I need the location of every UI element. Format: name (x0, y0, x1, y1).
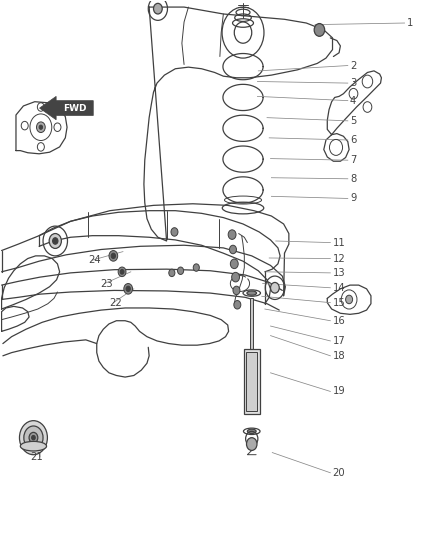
Circle shape (126, 286, 131, 292)
Circle shape (346, 295, 353, 304)
Text: 14: 14 (332, 283, 345, 293)
Ellipse shape (20, 441, 46, 451)
Text: FWD: FWD (63, 103, 87, 112)
Bar (250, 298, 254, 349)
Text: 2: 2 (350, 61, 357, 70)
Circle shape (228, 230, 236, 239)
Circle shape (36, 122, 45, 133)
Bar (246, 352, 258, 411)
FancyArrow shape (39, 96, 93, 120)
Text: 17: 17 (332, 336, 345, 346)
Circle shape (32, 435, 35, 440)
Text: 8: 8 (350, 174, 356, 184)
Circle shape (109, 251, 118, 261)
Text: 23: 23 (100, 279, 113, 288)
Circle shape (24, 426, 43, 449)
Text: 13: 13 (332, 268, 345, 278)
Circle shape (124, 284, 133, 294)
Text: 22: 22 (109, 297, 122, 308)
Circle shape (118, 267, 126, 277)
Text: 4: 4 (350, 95, 356, 106)
Circle shape (111, 253, 116, 259)
Text: 5: 5 (350, 116, 357, 126)
Text: 1: 1 (407, 18, 413, 28)
Circle shape (234, 301, 241, 309)
Text: 12: 12 (332, 254, 345, 263)
Circle shape (39, 125, 42, 130)
Ellipse shape (247, 291, 257, 295)
Circle shape (230, 245, 237, 254)
Circle shape (232, 272, 240, 282)
Circle shape (233, 286, 240, 295)
Circle shape (53, 238, 58, 244)
Circle shape (19, 421, 47, 455)
Text: 16: 16 (332, 316, 345, 326)
Text: 11: 11 (332, 238, 345, 247)
Circle shape (193, 264, 199, 271)
Circle shape (120, 269, 124, 274)
Bar (244, 349, 260, 414)
Text: 9: 9 (350, 193, 357, 204)
Text: 3: 3 (350, 78, 356, 88)
Text: 20: 20 (332, 468, 345, 478)
Circle shape (169, 269, 175, 277)
Text: 6: 6 (350, 135, 357, 145)
Text: 15: 15 (332, 297, 345, 308)
Text: 24: 24 (88, 255, 101, 265)
Text: 19: 19 (332, 386, 345, 397)
Ellipse shape (247, 429, 256, 433)
Circle shape (171, 228, 178, 236)
Circle shape (314, 23, 325, 36)
Text: 18: 18 (332, 351, 345, 361)
Text: 7: 7 (350, 155, 357, 165)
Circle shape (177, 267, 184, 274)
Circle shape (247, 438, 257, 450)
Circle shape (271, 282, 279, 293)
Circle shape (29, 432, 38, 443)
Circle shape (230, 259, 238, 269)
Text: 21: 21 (30, 452, 43, 462)
Circle shape (153, 3, 162, 14)
Circle shape (49, 233, 61, 248)
